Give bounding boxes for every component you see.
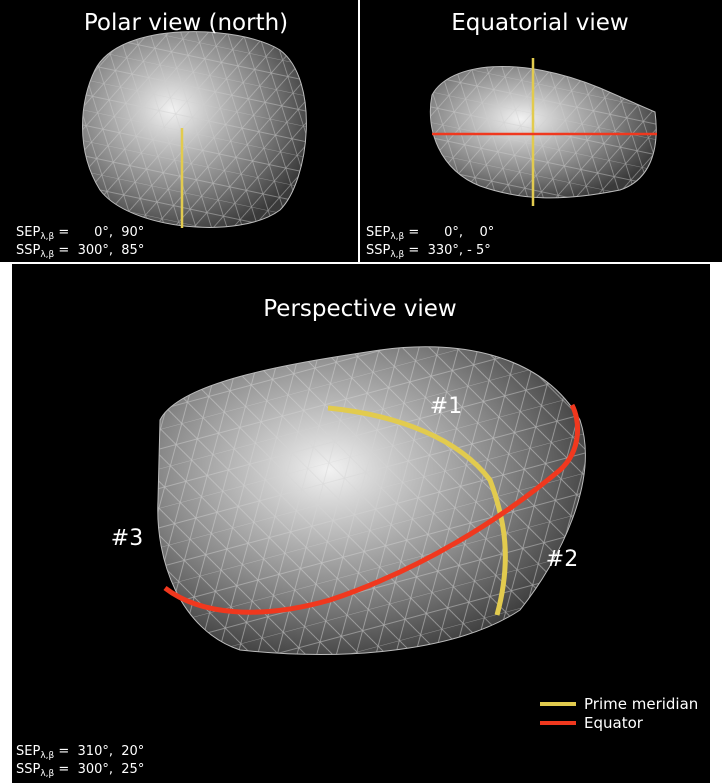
panel-title: Polar view (north): [84, 10, 288, 36]
region-label: #1: [430, 394, 462, 419]
info-subscript: λ,β: [40, 751, 54, 761]
info-subscript: λ,β: [390, 232, 404, 242]
info-label: SSP: [16, 243, 41, 258]
info-label: SEP: [16, 225, 40, 240]
geometry-info: SSPλ,β = 330°, - 5°: [366, 243, 491, 260]
legend-label: Equator: [584, 714, 644, 732]
region-label: #2: [546, 547, 578, 572]
region-label: #3: [111, 526, 143, 551]
info-label: SSP: [16, 762, 41, 777]
info-value: = 300°, 85°: [54, 243, 144, 258]
info-subscript: λ,β: [40, 769, 54, 779]
info-value: = 330°, - 5°: [404, 243, 490, 258]
panel-title: Perspective view: [263, 296, 456, 322]
info-subscript: λ,β: [390, 250, 404, 260]
info-label: SSP: [366, 243, 391, 258]
geometry-info: SSPλ,β = 300°, 25°: [16, 762, 144, 779]
mesh: [82, 31, 307, 228]
mesh: [429, 66, 657, 199]
geometry-info: SSPλ,β = 300°, 85°: [16, 243, 144, 260]
info-value: = 300°, 25°: [54, 762, 144, 777]
info-subscript: λ,β: [40, 232, 54, 242]
prime-meridian: [327, 405, 508, 616]
panel-title: Equatorial view: [451, 10, 629, 36]
legend-label: Prime meridian: [584, 695, 698, 713]
geometry-info: SEPλ,β = 0°, 90°: [16, 225, 144, 242]
info-value: = 0°, 0°: [404, 225, 494, 240]
geometry-info: SEPλ,β = 0°, 0°: [366, 225, 494, 242]
info-label: SEP: [16, 744, 40, 759]
info-value: = 310°, 20°: [54, 744, 144, 759]
info-value: = 0°, 90°: [54, 225, 144, 240]
equator: [163, 403, 581, 615]
mesh: [157, 346, 586, 655]
geometry-info: SEPλ,β = 310°, 20°: [16, 744, 144, 761]
info-label: SEP: [366, 225, 390, 240]
info-subscript: λ,β: [40, 250, 54, 260]
